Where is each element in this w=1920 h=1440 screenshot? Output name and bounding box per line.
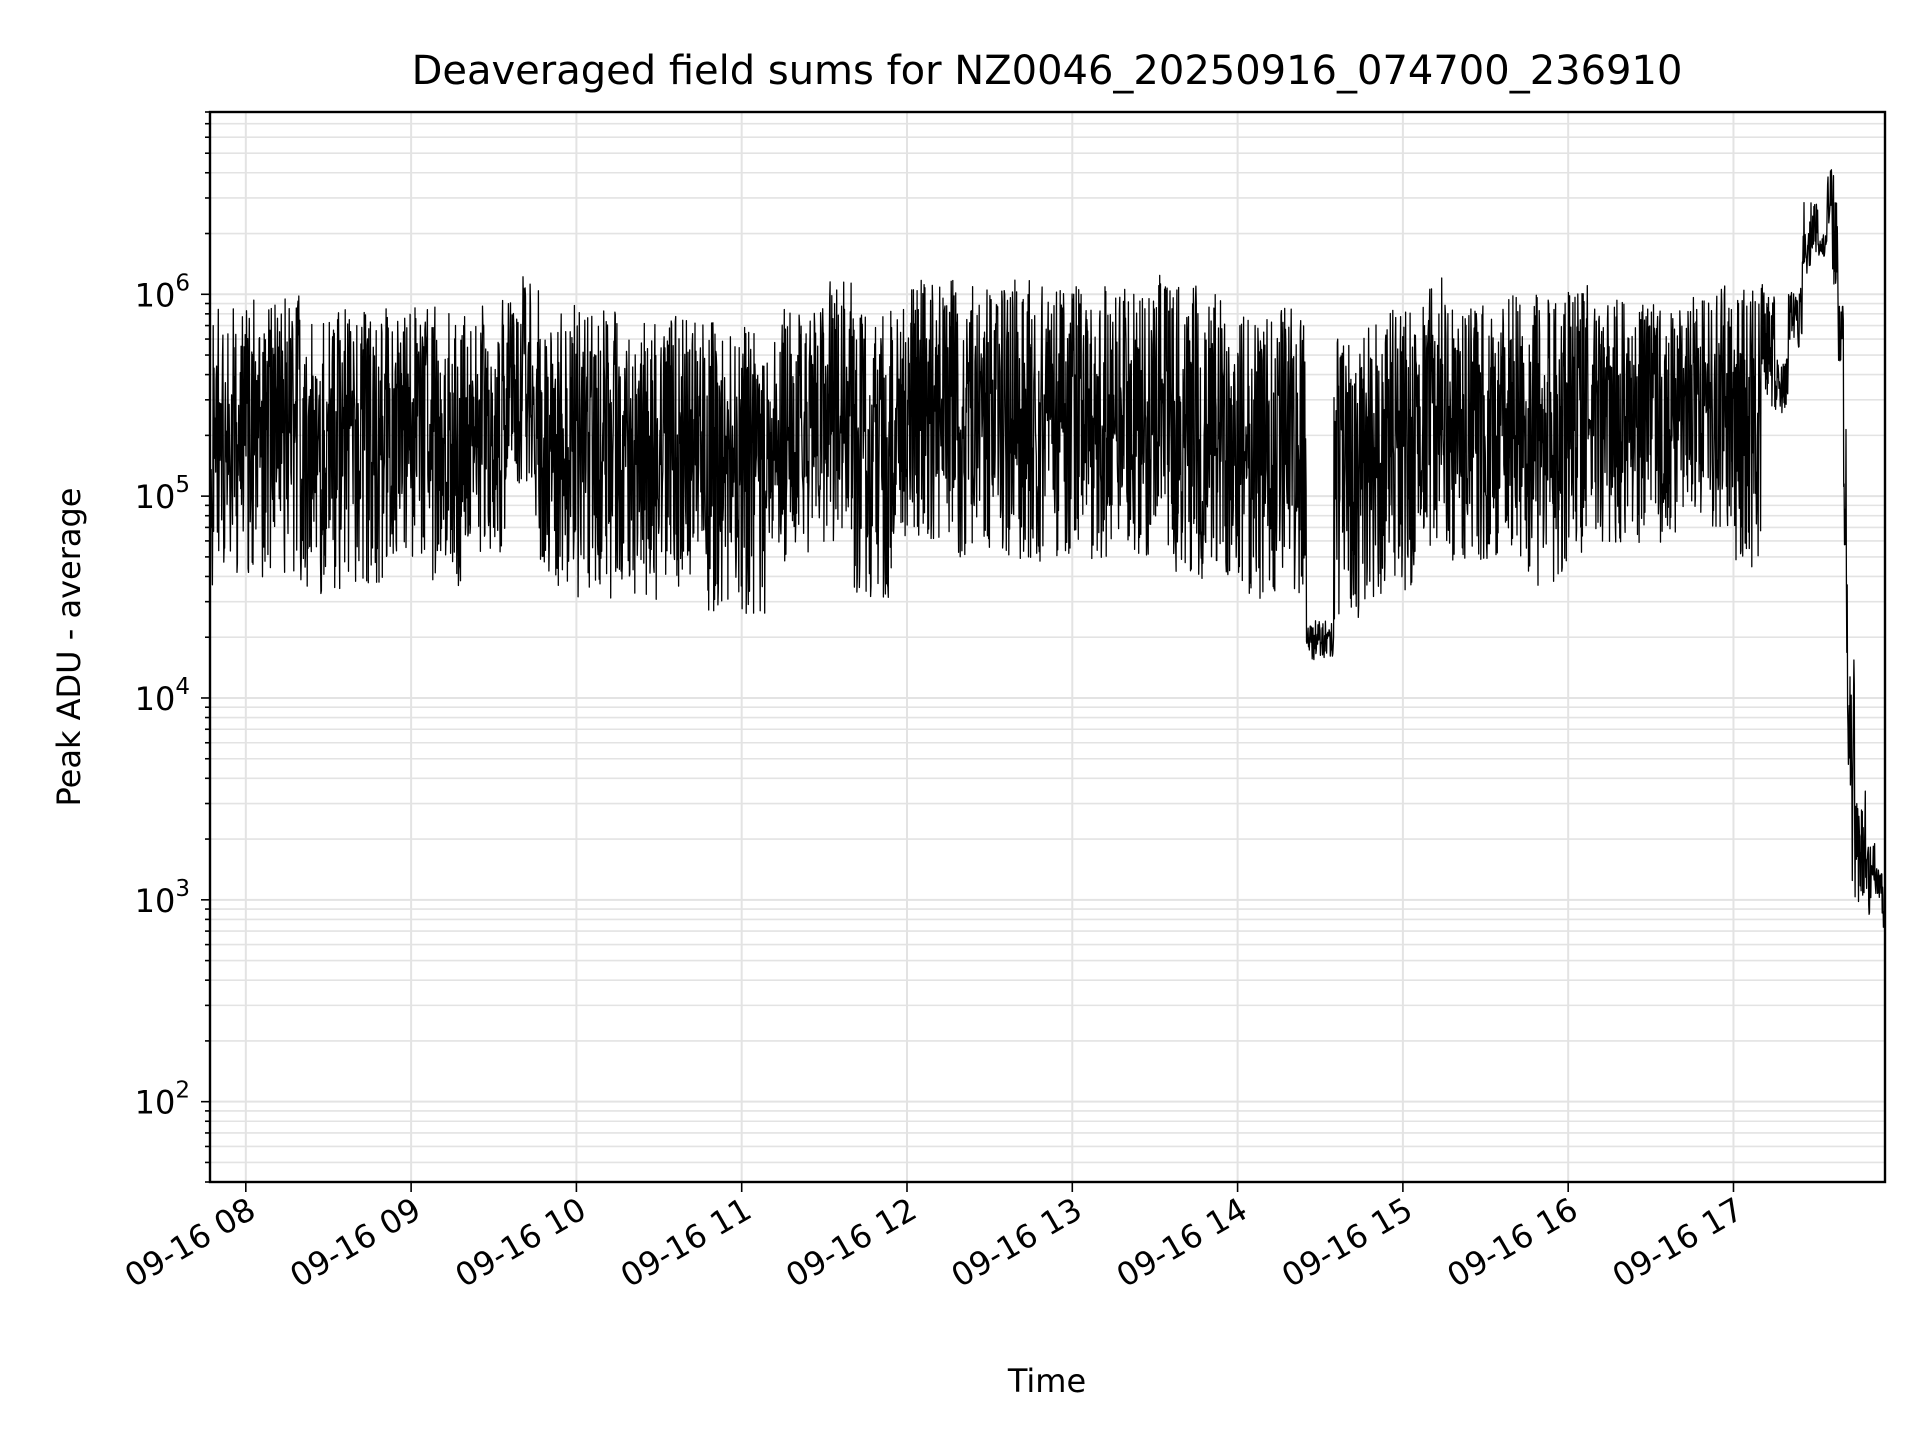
y-tick-label: 103 <box>135 876 190 920</box>
y-tick-label: 102 <box>135 1078 190 1122</box>
y-axis-label: Peak ADU - average <box>50 488 88 807</box>
y-tick-label: 104 <box>135 674 190 718</box>
plot-frame <box>208 110 1887 1184</box>
y-axis: 102 103 104 105 106 <box>135 111 210 1183</box>
grid <box>210 111 1885 1183</box>
chart-title: Deaveraged field sums for NZ0046_2025091… <box>412 48 1683 94</box>
x-axis-label: Time <box>1007 1362 1086 1400</box>
y-tick-label: 105 <box>135 472 190 516</box>
y-tick-label: 106 <box>135 270 190 314</box>
series-layer <box>209 169 1886 932</box>
series-line <box>209 169 1886 932</box>
